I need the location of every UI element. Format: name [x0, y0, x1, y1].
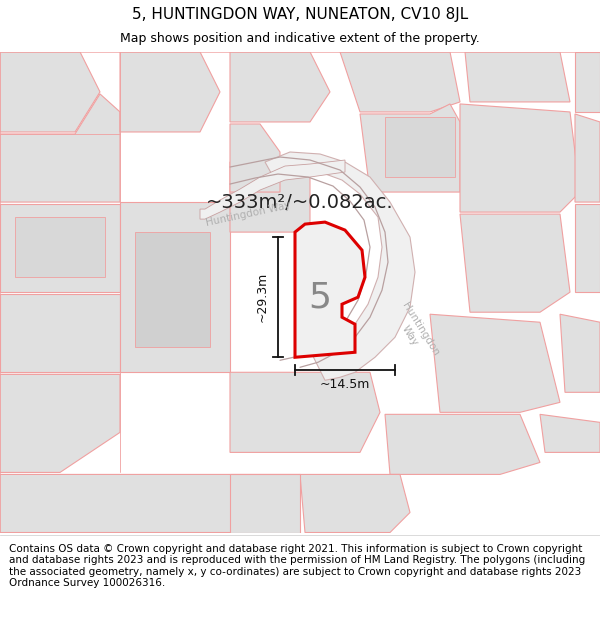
Polygon shape	[0, 94, 120, 202]
Text: Huntingdon
Way: Huntingdon Way	[389, 301, 440, 364]
Polygon shape	[230, 52, 330, 122]
Text: ~333m²/~0.082ac.: ~333m²/~0.082ac.	[206, 192, 394, 212]
Polygon shape	[230, 124, 280, 192]
Text: ~29.3m: ~29.3m	[256, 272, 269, 322]
Text: Contains OS data © Crown copyright and database right 2021. This information is : Contains OS data © Crown copyright and d…	[9, 544, 585, 588]
Polygon shape	[465, 52, 570, 102]
Polygon shape	[560, 314, 600, 392]
Polygon shape	[200, 160, 345, 219]
Polygon shape	[0, 474, 300, 532]
Polygon shape	[120, 202, 230, 372]
Polygon shape	[460, 104, 580, 212]
Polygon shape	[120, 52, 220, 132]
Polygon shape	[540, 414, 600, 452]
Polygon shape	[15, 217, 105, 277]
Polygon shape	[430, 314, 560, 412]
Polygon shape	[265, 152, 415, 380]
Text: Map shows position and indicative extent of the property.: Map shows position and indicative extent…	[120, 32, 480, 46]
Text: ~14.5m: ~14.5m	[320, 378, 370, 391]
Polygon shape	[385, 414, 540, 474]
Text: 5: 5	[308, 280, 331, 314]
Polygon shape	[575, 52, 600, 112]
Polygon shape	[0, 52, 100, 132]
Polygon shape	[230, 372, 380, 452]
Polygon shape	[575, 204, 600, 292]
Polygon shape	[460, 214, 570, 312]
Polygon shape	[385, 117, 455, 177]
Polygon shape	[0, 204, 120, 292]
Polygon shape	[230, 157, 310, 232]
Text: 5, HUNTINGDON WAY, NUNEATON, CV10 8JL: 5, HUNTINGDON WAY, NUNEATON, CV10 8JL	[132, 7, 468, 22]
Text: Huntingdon Way: Huntingdon Way	[205, 200, 291, 228]
Polygon shape	[295, 222, 365, 358]
Polygon shape	[135, 232, 210, 348]
Polygon shape	[340, 52, 460, 112]
Polygon shape	[230, 474, 300, 532]
Polygon shape	[0, 294, 120, 372]
Polygon shape	[0, 374, 120, 472]
Polygon shape	[300, 474, 410, 532]
Polygon shape	[575, 114, 600, 202]
Polygon shape	[360, 104, 460, 192]
